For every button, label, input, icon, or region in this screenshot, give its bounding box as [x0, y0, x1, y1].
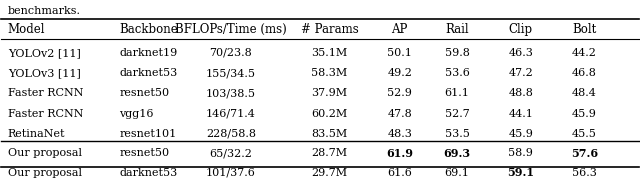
- Text: 49.2: 49.2: [387, 68, 412, 78]
- Text: resnet50: resnet50: [119, 148, 170, 158]
- Text: resnet50: resnet50: [119, 88, 170, 98]
- Text: Clip: Clip: [509, 23, 532, 36]
- Text: BFLOPs/Time (ms): BFLOPs/Time (ms): [175, 23, 287, 36]
- Text: Our proposal: Our proposal: [8, 148, 82, 158]
- Text: 46.8: 46.8: [572, 68, 597, 78]
- Text: darknet19: darknet19: [119, 48, 177, 58]
- Text: darknet53: darknet53: [119, 168, 177, 178]
- Text: 59.1: 59.1: [508, 167, 534, 178]
- Text: Bolt: Bolt: [572, 23, 596, 36]
- Text: YOLOv3 [11]: YOLOv3 [11]: [8, 68, 81, 78]
- Text: 59.8: 59.8: [445, 48, 470, 58]
- Text: Rail: Rail: [445, 23, 469, 36]
- Text: 53.5: 53.5: [445, 129, 470, 139]
- Text: Backbone: Backbone: [119, 23, 178, 36]
- Text: resnet101: resnet101: [119, 129, 177, 139]
- Text: # Params: # Params: [301, 23, 358, 36]
- Text: 50.1: 50.1: [387, 48, 412, 58]
- Text: 69.1: 69.1: [445, 168, 470, 178]
- Text: Model: Model: [8, 23, 45, 36]
- Text: 53.6: 53.6: [445, 68, 470, 78]
- Text: 35.1M: 35.1M: [312, 48, 348, 58]
- Text: 69.3: 69.3: [444, 148, 470, 159]
- Text: RetinaNet: RetinaNet: [8, 129, 65, 139]
- Text: 44.1: 44.1: [508, 108, 533, 118]
- Text: Faster RCNN: Faster RCNN: [8, 88, 83, 98]
- Text: 56.3: 56.3: [572, 168, 597, 178]
- Text: 146/71.4: 146/71.4: [206, 108, 256, 118]
- Text: 47.2: 47.2: [508, 68, 533, 78]
- Text: 46.3: 46.3: [508, 48, 533, 58]
- Text: benchmarks.: benchmarks.: [8, 6, 81, 16]
- Text: 155/34.5: 155/34.5: [206, 68, 256, 78]
- Text: 44.2: 44.2: [572, 48, 597, 58]
- Text: 48.3: 48.3: [387, 129, 412, 139]
- Text: 29.7M: 29.7M: [312, 168, 348, 178]
- Text: Our proposal: Our proposal: [8, 168, 82, 178]
- Text: 48.4: 48.4: [572, 88, 597, 98]
- Text: 57.6: 57.6: [571, 148, 598, 159]
- Text: 83.5M: 83.5M: [312, 129, 348, 139]
- Text: 101/37.6: 101/37.6: [206, 168, 256, 178]
- Text: 52.9: 52.9: [387, 88, 412, 98]
- Text: 61.6: 61.6: [387, 168, 412, 178]
- Text: AP: AP: [392, 23, 408, 36]
- Text: 61.1: 61.1: [445, 88, 470, 98]
- Text: 61.9: 61.9: [386, 148, 413, 159]
- Text: 45.5: 45.5: [572, 129, 597, 139]
- Text: 70/23.8: 70/23.8: [209, 48, 252, 58]
- Text: darknet53: darknet53: [119, 68, 177, 78]
- Text: 45.9: 45.9: [572, 108, 597, 118]
- Text: 60.2M: 60.2M: [312, 108, 348, 118]
- Text: YOLOv2 [11]: YOLOv2 [11]: [8, 48, 81, 58]
- Text: 58.9: 58.9: [508, 148, 533, 158]
- Text: 65/32.2: 65/32.2: [209, 148, 252, 158]
- Text: 28.7M: 28.7M: [312, 148, 348, 158]
- Text: 52.7: 52.7: [445, 108, 469, 118]
- Text: 228/58.8: 228/58.8: [206, 129, 256, 139]
- Text: 103/38.5: 103/38.5: [206, 88, 256, 98]
- Text: Faster RCNN: Faster RCNN: [8, 108, 83, 118]
- Text: 45.9: 45.9: [508, 129, 533, 139]
- Text: 37.9M: 37.9M: [312, 88, 348, 98]
- Text: 48.8: 48.8: [508, 88, 533, 98]
- Text: 47.8: 47.8: [387, 108, 412, 118]
- Text: vgg16: vgg16: [119, 108, 154, 118]
- Text: 58.3M: 58.3M: [312, 68, 348, 78]
